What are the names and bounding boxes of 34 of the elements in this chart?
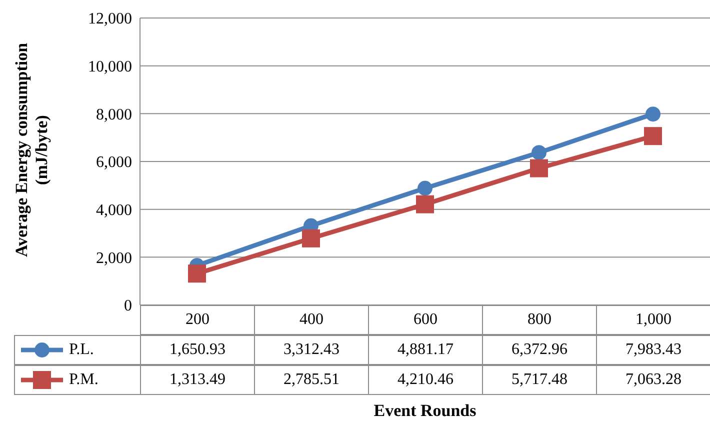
point (644, 127, 662, 146)
point (530, 159, 548, 178)
data-label: 4,881.17 (398, 341, 454, 359)
point (416, 195, 434, 214)
y-tick-label: 4,000 (96, 202, 132, 220)
y-tick-label: 12,000 (88, 10, 132, 28)
y-tick-label: 2,000 (96, 250, 132, 267)
data-label: 7,983.43 (626, 341, 682, 359)
data-label: 4,210.46 (398, 371, 454, 389)
x-tick-label: 800 (482, 305, 597, 335)
y-tick-label: 0 (124, 298, 132, 315)
point (646, 106, 660, 122)
y-tick-label: 6,000 (96, 154, 132, 172)
y-axis-title: Average Energy consumption (mJ/byte) (12, 42, 52, 260)
point (302, 229, 320, 248)
point (418, 180, 432, 196)
data-label: 7,063.28 (626, 371, 682, 389)
y-tick-label: 8,000 (96, 106, 132, 124)
legend-label: P.L. (69, 341, 94, 359)
point (532, 145, 546, 160)
data-label: 2,785.51 (284, 371, 340, 389)
data-label: 5,717.48 (512, 371, 568, 389)
data-label: 1,650.93 (170, 341, 226, 359)
x-tick-label: 200 (140, 305, 255, 335)
data-label: 3,312.43 (284, 341, 340, 359)
data-label: 6,372.96 (512, 341, 568, 359)
legend-label: P.M. (69, 371, 98, 389)
x-tick-label: 400 (254, 305, 369, 335)
y-tick-label: 10,000 (88, 58, 132, 76)
x-tick-label: 600 (368, 305, 483, 335)
data-label: 1,313.49 (170, 371, 226, 389)
x-tick-label: 1,000 (596, 305, 710, 335)
x-axis-title: Event Rounds (372, 401, 478, 421)
point (188, 264, 206, 283)
